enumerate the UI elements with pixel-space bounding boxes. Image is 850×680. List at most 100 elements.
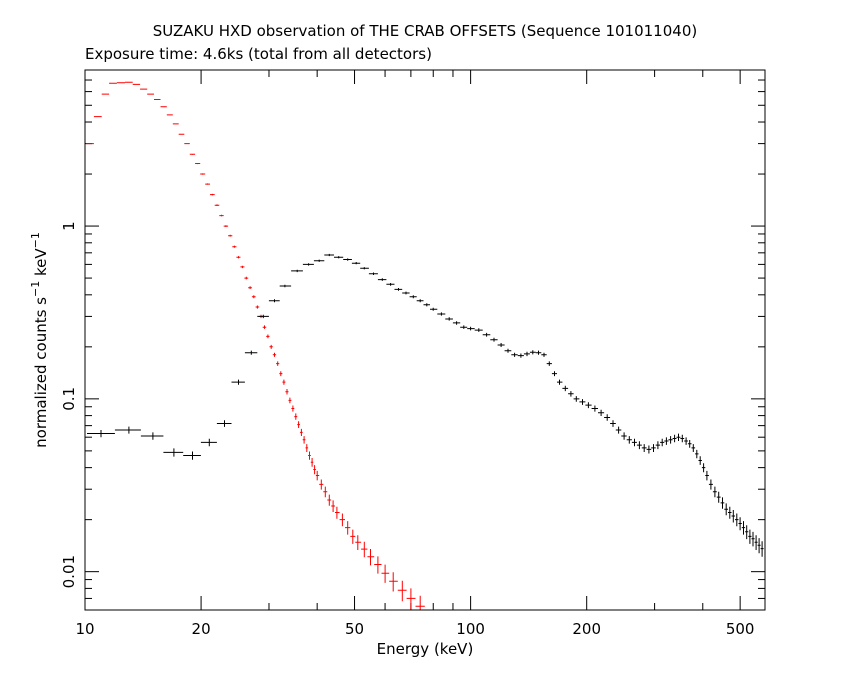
- x-tick-label: 10: [75, 620, 94, 638]
- data-point: [331, 500, 335, 512]
- data-point: [216, 420, 232, 427]
- data-point: [660, 438, 665, 447]
- data-point: [339, 513, 345, 527]
- data-point: [255, 305, 260, 309]
- data-point: [591, 405, 598, 412]
- data-point: [406, 588, 416, 610]
- data-point: [724, 503, 728, 516]
- data-point: [748, 529, 752, 544]
- data-point: [116, 82, 125, 84]
- data-point: [160, 106, 167, 108]
- data-point: [335, 506, 340, 519]
- data-point: [490, 337, 498, 342]
- y-axis-label-mid: keV: [32, 248, 50, 281]
- data-point: [334, 256, 344, 259]
- data-point: [360, 267, 369, 270]
- data-point: [367, 549, 375, 566]
- data-point: [374, 556, 382, 574]
- data-point: [308, 451, 311, 460]
- data-point: [244, 276, 249, 280]
- data-point: [423, 303, 430, 307]
- data-point: [381, 564, 390, 583]
- data-point: [147, 93, 154, 95]
- data-point: [655, 441, 661, 450]
- data-point: [735, 513, 739, 527]
- data-point: [140, 88, 148, 90]
- data-point: [676, 433, 681, 441]
- data-point: [482, 332, 491, 337]
- y-tick-label: 0.01: [60, 555, 78, 588]
- data-point: [87, 430, 115, 438]
- data-point: [195, 163, 201, 165]
- data-point: [297, 421, 300, 428]
- data-point: [604, 414, 611, 421]
- data-point: [355, 535, 362, 550]
- plot-frame: [84, 69, 766, 611]
- data-point: [232, 245, 237, 248]
- data-point: [562, 385, 569, 392]
- data-point: [101, 93, 110, 95]
- data-point: [497, 343, 505, 347]
- data-point: [231, 379, 245, 385]
- data-point: [291, 269, 303, 273]
- data-point: [300, 428, 303, 436]
- data-point: [394, 288, 403, 291]
- data-point: [691, 444, 696, 452]
- x-tick-label: 20: [192, 620, 211, 638]
- data-point: [598, 409, 605, 416]
- x-tick-label: 500: [726, 620, 755, 638]
- data-point: [323, 486, 328, 498]
- data-point: [313, 259, 325, 262]
- data-point: [140, 432, 164, 440]
- data-point: [368, 272, 378, 275]
- data-point: [731, 510, 735, 523]
- data-point: [244, 350, 258, 355]
- data-point: [200, 173, 206, 175]
- data-point: [272, 352, 277, 357]
- data-point: [474, 328, 483, 332]
- data-point: [573, 396, 580, 402]
- data-point: [467, 326, 475, 331]
- data-point: [163, 448, 184, 457]
- data-point: [754, 535, 758, 550]
- data-point: [210, 193, 215, 196]
- data-point: [551, 371, 557, 377]
- data-point: [452, 321, 461, 325]
- data-point: [269, 344, 273, 349]
- data-point: [636, 441, 642, 450]
- chart-subtitle: Exposure time: 4.6ks (total from all det…: [85, 45, 432, 63]
- data-point: [343, 258, 352, 261]
- data-point: [541, 352, 547, 357]
- data-point: [248, 286, 252, 289]
- data-point: [511, 352, 518, 357]
- y-axis-label-main: normalized counts s: [32, 297, 50, 448]
- data-point: [315, 470, 320, 481]
- data-point: [621, 432, 627, 440]
- data-point: [757, 538, 761, 554]
- data-point: [504, 348, 512, 353]
- data-point: [579, 399, 586, 405]
- data-point: [93, 116, 102, 118]
- data-point: [294, 413, 298, 420]
- data-point: [132, 83, 141, 85]
- data-point: [460, 325, 468, 329]
- data-point: [738, 517, 742, 531]
- data-point: [214, 204, 220, 206]
- series-0: [86, 81, 425, 610]
- y-tick-label: 0.1: [60, 387, 78, 411]
- data-point: [319, 479, 324, 490]
- data-point: [397, 580, 407, 602]
- data-point: [240, 265, 245, 269]
- data-point: [279, 284, 292, 288]
- data-point: [680, 434, 685, 443]
- y-axis-label: normalized counts s−1 keV−1: [29, 232, 50, 448]
- data-point: [751, 531, 755, 547]
- data-point: [568, 391, 574, 397]
- data-point: [276, 361, 280, 366]
- data-point: [114, 426, 141, 434]
- data-point: [109, 82, 117, 84]
- data-point: [430, 307, 438, 311]
- data-point: [345, 521, 351, 535]
- data-point: [695, 449, 699, 459]
- data-point: [200, 438, 217, 447]
